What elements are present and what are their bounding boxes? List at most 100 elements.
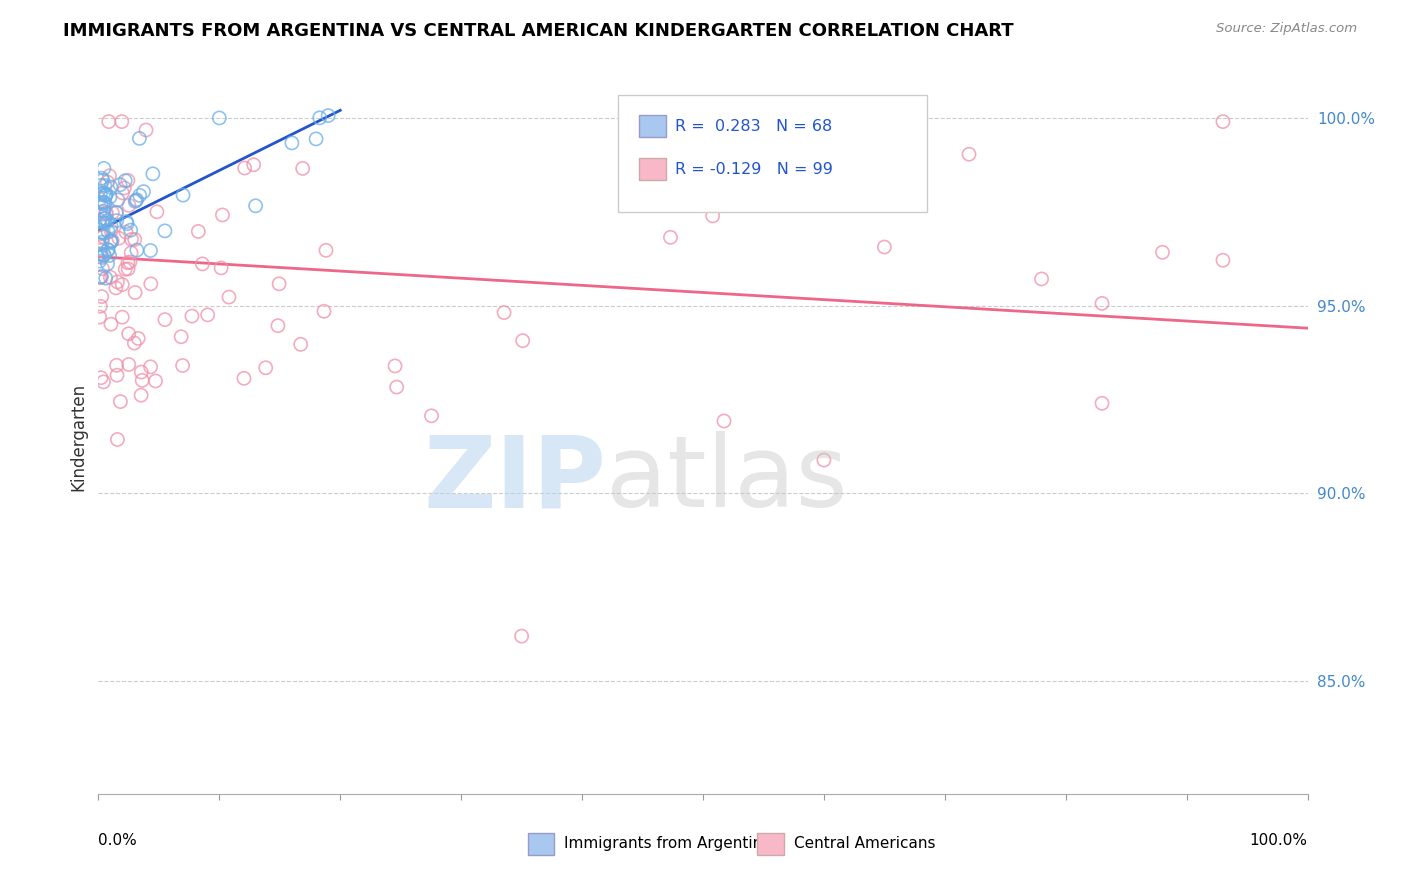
Point	[129, 388, 152, 402]
Point	[89, 218, 111, 232]
Point	[89, 244, 111, 258]
Point	[89, 213, 111, 227]
Point	[94, 188, 117, 202]
Point	[124, 194, 146, 209]
Point	[291, 161, 314, 176]
Point	[90, 269, 112, 284]
Point	[1031, 272, 1053, 286]
Point	[91, 229, 114, 244]
Point	[105, 206, 128, 220]
Point	[112, 181, 135, 195]
Point	[89, 299, 111, 313]
Text: Immigrants from Argentina: Immigrants from Argentina	[564, 837, 772, 851]
Point	[873, 240, 896, 254]
Point	[89, 187, 111, 202]
Point	[316, 109, 339, 123]
Point	[90, 226, 112, 240]
Point	[208, 111, 231, 125]
Point	[90, 178, 112, 193]
Point	[146, 204, 169, 219]
Point	[117, 261, 139, 276]
Point	[281, 136, 304, 150]
Point	[115, 217, 138, 231]
Point	[659, 230, 682, 244]
Point	[131, 373, 153, 387]
Point	[105, 205, 128, 219]
Point	[108, 178, 131, 192]
Point	[492, 305, 515, 319]
Point	[100, 270, 122, 285]
Point	[420, 409, 443, 423]
Text: Central Americans: Central Americans	[793, 837, 935, 851]
Text: Source: ZipAtlas.com: Source: ZipAtlas.com	[1216, 22, 1357, 36]
Text: 0.0%: 0.0%	[98, 833, 138, 848]
Point	[118, 255, 141, 269]
Point	[96, 187, 118, 202]
Point	[114, 174, 136, 188]
Text: IMMIGRANTS FROM ARGENTINA VS CENTRAL AMERICAN KINDERGARTEN CORRELATION CHART: IMMIGRANTS FROM ARGENTINA VS CENTRAL AME…	[63, 22, 1014, 40]
Point	[94, 178, 117, 193]
Point	[93, 161, 115, 176]
Point	[107, 433, 129, 447]
Point	[94, 197, 117, 211]
Point	[111, 310, 134, 325]
Point	[269, 277, 291, 291]
Point	[90, 248, 112, 262]
Point	[209, 260, 232, 275]
Point	[153, 312, 176, 326]
Point	[100, 219, 122, 233]
Point	[90, 370, 112, 384]
Point	[90, 171, 112, 186]
Point	[1212, 114, 1234, 128]
Point	[90, 196, 112, 211]
Bar	[638, 115, 665, 137]
Point	[1152, 245, 1174, 260]
Point	[100, 235, 122, 249]
Point	[98, 248, 121, 262]
Point	[94, 188, 117, 202]
Point	[172, 359, 194, 373]
Point	[97, 225, 120, 239]
Bar	[638, 158, 665, 180]
Point	[97, 243, 120, 257]
Point	[100, 235, 122, 249]
Point	[105, 368, 128, 383]
Point	[100, 234, 122, 248]
Point	[118, 326, 141, 341]
Point	[89, 192, 111, 206]
Point	[91, 235, 114, 249]
Point	[125, 194, 148, 208]
Point	[135, 123, 157, 137]
Point	[105, 359, 128, 373]
Point	[191, 257, 214, 271]
Text: R =  0.283   N = 68: R = 0.283 N = 68	[675, 120, 832, 134]
Point	[181, 309, 204, 323]
Point	[91, 173, 114, 187]
Point	[305, 132, 328, 146]
Point	[110, 394, 132, 409]
Point	[290, 337, 312, 351]
Point	[93, 248, 115, 262]
Point	[245, 199, 267, 213]
Point	[512, 334, 534, 348]
Point	[121, 232, 143, 246]
Point	[93, 227, 115, 241]
Point	[172, 188, 194, 202]
Point	[100, 317, 122, 331]
Point	[254, 360, 277, 375]
Point	[96, 206, 118, 220]
Point	[125, 193, 148, 207]
Point	[107, 275, 129, 289]
Point	[98, 169, 121, 183]
Point	[111, 277, 134, 292]
Text: atlas: atlas	[606, 432, 848, 528]
Point	[89, 227, 111, 241]
Point	[957, 147, 980, 161]
Point	[211, 208, 233, 222]
Text: ZIP: ZIP	[423, 432, 606, 528]
Point	[124, 232, 146, 246]
Point	[308, 111, 330, 125]
Point	[128, 131, 150, 145]
Point	[101, 234, 124, 248]
Point	[139, 359, 162, 374]
